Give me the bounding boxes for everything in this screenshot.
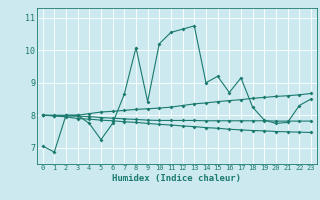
X-axis label: Humidex (Indice chaleur): Humidex (Indice chaleur) bbox=[112, 174, 241, 183]
